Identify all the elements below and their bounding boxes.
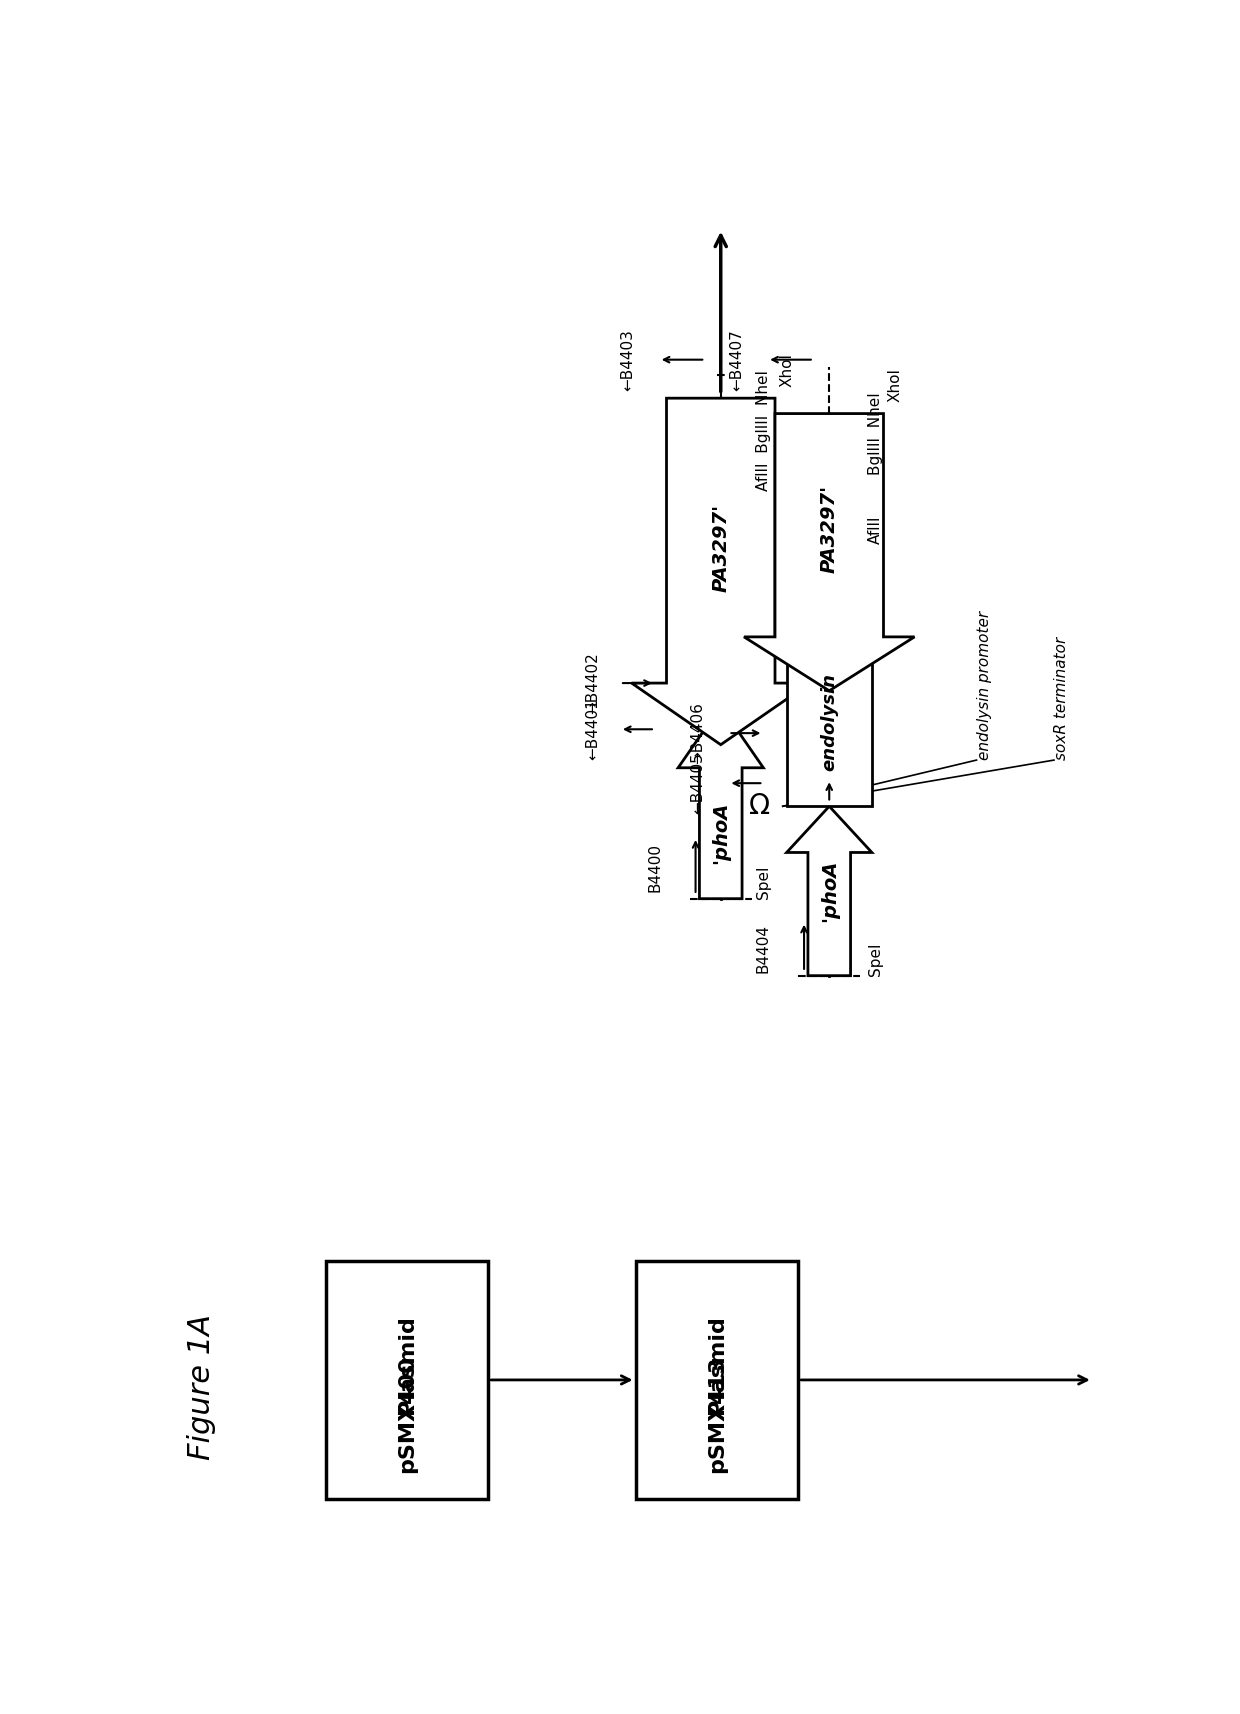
Text: Figure 1A: Figure 1A — [187, 1315, 216, 1460]
Text: PA3297': PA3297' — [712, 504, 730, 593]
Text: 'phoA: 'phoA — [820, 860, 838, 922]
Text: Plasmid: Plasmid — [707, 1315, 727, 1414]
Text: BglIII  NheI: BglIII NheI — [868, 393, 883, 475]
Bar — [325, 1260, 489, 1500]
Polygon shape — [631, 398, 810, 744]
Text: AflII: AflII — [868, 516, 883, 545]
Text: ←B4401: ←B4401 — [585, 698, 600, 759]
Text: →B4406: →B4406 — [689, 703, 706, 764]
Polygon shape — [678, 706, 764, 898]
Text: ←B4407: ←B4407 — [729, 329, 744, 391]
Text: endolysin: endolysin — [820, 672, 838, 771]
Text: soxR terminator: soxR terminator — [1054, 638, 1069, 759]
Text: XhoI: XhoI — [888, 369, 903, 403]
Text: PA3297': PA3297' — [820, 485, 838, 572]
Polygon shape — [786, 638, 872, 806]
Text: $\Omega$: $\Omega$ — [749, 792, 770, 821]
Text: B4404: B4404 — [756, 924, 771, 974]
Text: XhoI: XhoI — [779, 353, 794, 387]
Text: SpeI: SpeI — [756, 866, 771, 898]
Text: pSMX400: pSMX400 — [397, 1356, 417, 1474]
Polygon shape — [786, 806, 872, 975]
Text: SpeI: SpeI — [868, 943, 883, 975]
Bar — [635, 1260, 799, 1500]
Text: 'phoA: 'phoA — [712, 802, 730, 864]
Text: AflII  BglIII  NheI: AflII BglIII NheI — [756, 370, 771, 490]
Text: endolysin promoter: endolysin promoter — [977, 610, 992, 759]
Text: ←B4405: ←B4405 — [689, 752, 706, 814]
Text: pSMX413: pSMX413 — [707, 1356, 727, 1474]
Text: B4400: B4400 — [647, 843, 662, 893]
Polygon shape — [744, 413, 915, 691]
Text: Plasmid: Plasmid — [397, 1315, 417, 1414]
Text: ←B4403: ←B4403 — [620, 329, 635, 391]
Text: →B4402: →B4402 — [585, 653, 600, 715]
